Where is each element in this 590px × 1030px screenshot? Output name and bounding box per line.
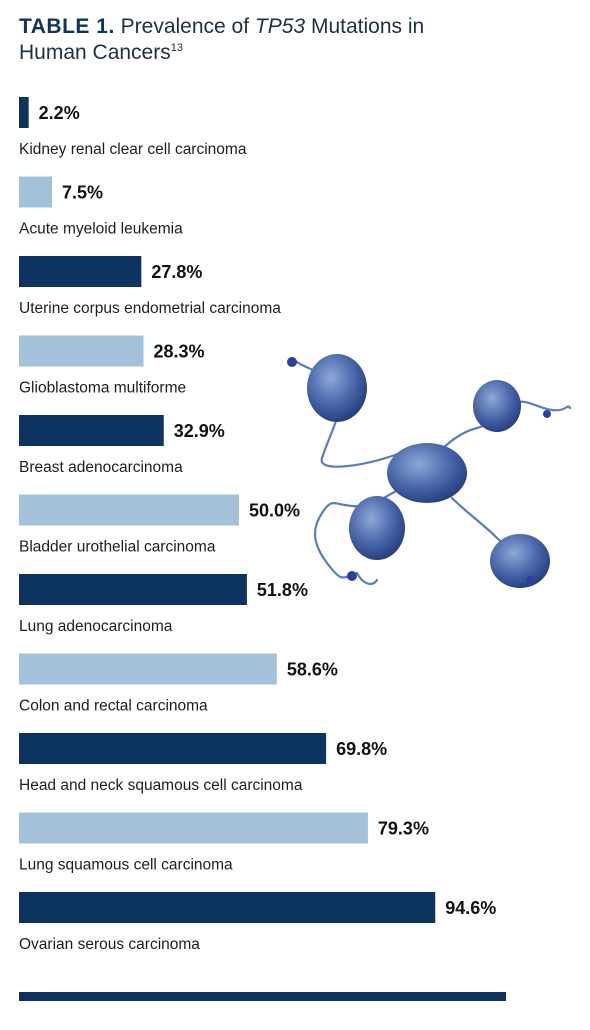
category-label-6: Bladder urothelial carcinoma bbox=[19, 539, 216, 556]
bar-value-label-9: 69.8% bbox=[336, 739, 387, 759]
protein-domain-1 bbox=[307, 354, 367, 422]
category-label-5: Breast adenocarcinoma bbox=[19, 459, 183, 476]
bar-value-label-4: 28.3% bbox=[154, 342, 205, 362]
bar-5 bbox=[19, 415, 164, 446]
category-label-9: Head and neck squamous cell carcinoma bbox=[19, 777, 303, 794]
bar-value-label-8: 58.6% bbox=[287, 660, 338, 680]
bar-11 bbox=[19, 892, 436, 923]
bar-value-label-7: 51.8% bbox=[257, 580, 308, 600]
protein-domain-3 bbox=[349, 496, 405, 560]
protein-domain-4 bbox=[490, 534, 550, 588]
bar-value-label-5: 32.9% bbox=[174, 421, 225, 441]
protein-domain-core bbox=[387, 443, 467, 503]
bar-10 bbox=[19, 812, 368, 844]
category-label-8: Colon and rectal carcinoma bbox=[19, 698, 208, 715]
category-label-10: Lung squamous cell carcinoma bbox=[19, 857, 233, 874]
bar-1 bbox=[19, 97, 29, 128]
category-label-3: Uterine corpus endometrial carcinoma bbox=[19, 300, 281, 317]
protein-structure-illustration bbox=[287, 354, 572, 588]
bar-value-label-6: 50.0% bbox=[249, 501, 300, 521]
bar-8 bbox=[19, 653, 277, 685]
bar-7 bbox=[19, 574, 247, 605]
bar-4 bbox=[19, 335, 144, 367]
bar-value-label-2: 7.5% bbox=[62, 183, 103, 203]
category-label-4: Glioblastoma multiforme bbox=[19, 380, 186, 397]
bar-value-label-3: 27.8% bbox=[151, 262, 202, 282]
bottom-rule bbox=[19, 992, 506, 1001]
title-reference: 13 bbox=[170, 42, 183, 54]
bar-2 bbox=[19, 176, 52, 208]
bar-value-label-10: 79.3% bbox=[378, 819, 429, 839]
bar-9 bbox=[19, 733, 327, 764]
bar-3 bbox=[19, 256, 142, 287]
title-gene: TP53 bbox=[254, 15, 306, 38]
table-number: TABLE 1. bbox=[19, 15, 115, 38]
category-label-11: Ovarian serous carcinoma bbox=[19, 936, 200, 953]
protein-domain-2 bbox=[473, 380, 521, 432]
category-label-1: Kidney renal clear cell carcinoma bbox=[19, 141, 247, 158]
category-label-2: Acute myeloid leukemia bbox=[19, 221, 183, 238]
chart-title: TABLE 1. Prevalence of TP53 Mutations in… bbox=[19, 14, 479, 66]
title-text-after: Mutations in Human Cancers bbox=[19, 15, 425, 64]
title-text-before: Prevalence of bbox=[120, 15, 250, 38]
bar-value-label-11: 94.6% bbox=[445, 898, 496, 918]
category-label-7: Lung adenocarcinoma bbox=[19, 618, 173, 635]
bar-value-label-1: 2.2% bbox=[39, 103, 80, 123]
bar-6 bbox=[19, 494, 239, 526]
